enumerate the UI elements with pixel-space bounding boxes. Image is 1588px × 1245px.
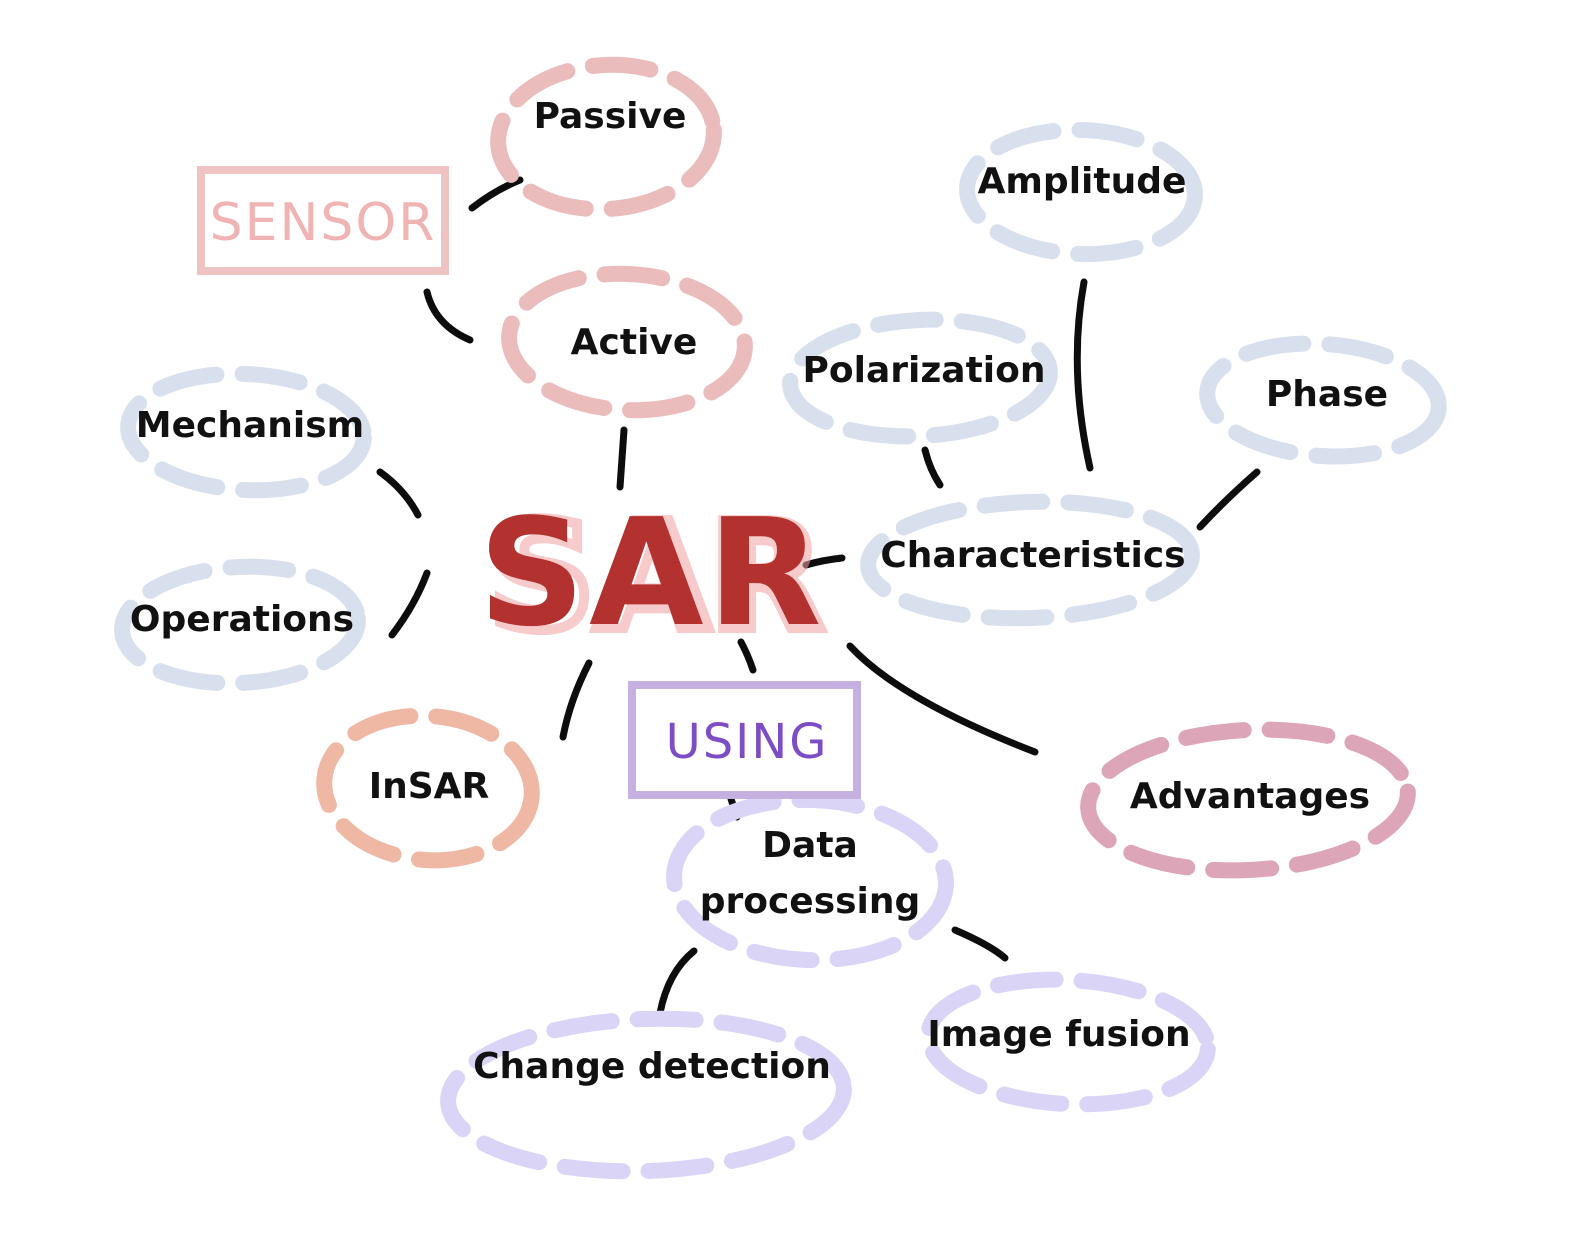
bubble-characteristics [860, 493, 1200, 627]
node-mechanism: Mechanism [136, 405, 364, 446]
bubble-image-fusion [920, 971, 1216, 1113]
node-labels: Passive Active Amplitude Polarization Ph… [130, 96, 1388, 1087]
bubble-advantages [1080, 721, 1416, 879]
node-active: Active [571, 322, 698, 363]
node-image-fusion: Image fusion [927, 1014, 1190, 1055]
bubble-passive [490, 56, 722, 218]
bubble-change-detection [440, 1010, 852, 1180]
connector-data-processing-image-fusion [951, 926, 1009, 962]
bubble-data-processing [666, 791, 954, 969]
connector-data-processing-change-detection [656, 947, 698, 1017]
connector-sar-advantages [846, 642, 1039, 756]
using-tag-label: USING [666, 714, 829, 770]
using-tag-box [628, 681, 861, 799]
connector-mechanism-sar [376, 468, 422, 519]
connector-active-sar [616, 426, 628, 491]
connector-sar-using [737, 638, 757, 674]
node-data-processing-line2: processing [700, 881, 921, 922]
connector-sar-insar [559, 659, 593, 741]
node-amplitude: Amplitude [978, 161, 1187, 202]
bubble-active [501, 265, 753, 419]
bubble-polarization [782, 311, 1058, 445]
bubble-phase [1199, 335, 1447, 465]
connector-sensor-passive [468, 176, 524, 212]
node-insar: InSAR [369, 766, 490, 807]
bubbles [114, 56, 1447, 1180]
bubble-mechanism [120, 365, 372, 499]
node-change-detection: Change detection [473, 1046, 831, 1087]
center-label-highlight: SAR [488, 491, 823, 663]
using-tag: USING [628, 681, 861, 799]
connector-sar-characteristics [802, 554, 846, 569]
node-characteristics: Characteristics [880, 535, 1185, 576]
sensor-tag-box [197, 166, 449, 275]
bubble-insar [316, 707, 540, 869]
node-data-processing-line1: Data [762, 825, 858, 866]
sensor-tag-label: SENSOR [210, 193, 437, 253]
center-node: SAR SAR [478, 486, 828, 668]
center-label: SAR [478, 487, 825, 659]
connector-amplitude-characteristics [1073, 278, 1094, 472]
node-passive: Passive [534, 96, 687, 137]
node-advantages: Advantages [1130, 776, 1370, 817]
node-polarization: Polarization [803, 350, 1046, 391]
bubble-operations [114, 558, 366, 692]
node-phase: Phase [1266, 374, 1388, 415]
connector-phase-characteristics [1196, 468, 1261, 531]
sensor-tag: SENSOR [197, 166, 449, 275]
connector-operations-sar [388, 569, 431, 639]
bubble-amplitude [959, 121, 1203, 263]
node-operations: Operations [130, 599, 354, 640]
connector-sensor-active [423, 288, 474, 344]
connector-polarization-characteristics [921, 446, 944, 489]
